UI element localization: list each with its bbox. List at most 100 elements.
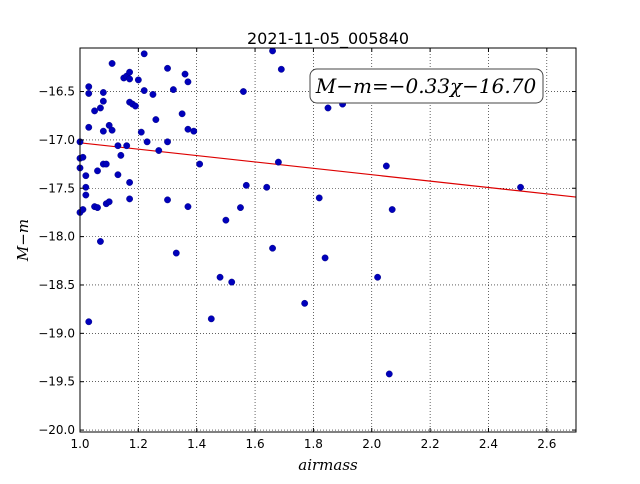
data-point bbox=[105, 198, 113, 206]
data-point bbox=[385, 370, 393, 378]
data-point bbox=[143, 138, 151, 146]
y-tick-label: −17.0 bbox=[38, 133, 75, 147]
data-point bbox=[216, 273, 224, 281]
data-point bbox=[99, 127, 107, 135]
grid bbox=[80, 48, 576, 432]
x-tick-label: 1.4 bbox=[187, 437, 206, 451]
data-point bbox=[94, 204, 101, 211]
data-point bbox=[117, 151, 125, 159]
data-point bbox=[108, 126, 116, 134]
data-point bbox=[274, 158, 282, 166]
annotation-box bbox=[309, 68, 544, 104]
data-point bbox=[126, 68, 134, 76]
data-point bbox=[169, 86, 177, 93]
data-point bbox=[324, 104, 332, 112]
data-point bbox=[207, 315, 215, 323]
data-point bbox=[239, 88, 247, 95]
data-point bbox=[82, 172, 90, 180]
data-point bbox=[85, 90, 93, 97]
data-point bbox=[164, 64, 171, 72]
data-point bbox=[237, 204, 244, 211]
data-point bbox=[85, 83, 93, 91]
data-point bbox=[140, 50, 148, 58]
data-point bbox=[132, 102, 139, 110]
data-point bbox=[149, 91, 157, 98]
data-point bbox=[181, 70, 189, 78]
data-point bbox=[517, 183, 524, 191]
data-point bbox=[315, 194, 323, 202]
data-point bbox=[126, 179, 134, 186]
x-tick-label: 2.4 bbox=[479, 437, 498, 451]
data-point bbox=[184, 78, 192, 86]
data-point bbox=[137, 128, 145, 136]
data-point bbox=[97, 238, 104, 245]
data-point bbox=[134, 76, 142, 84]
data-point bbox=[99, 89, 107, 96]
y-tick-label: −18.0 bbox=[38, 230, 75, 244]
data-point bbox=[126, 75, 134, 83]
data-point bbox=[301, 299, 309, 307]
data-point bbox=[263, 183, 271, 191]
x-tick-labels: 1.0 1.2 1.4 1.6 1.8 2.0 2.2 2.4 2.6 bbox=[70, 437, 556, 451]
data-point bbox=[164, 138, 171, 146]
fit-line bbox=[79, 142, 577, 198]
y-tick-label: −17.5 bbox=[38, 181, 75, 195]
data-point bbox=[228, 278, 236, 286]
data-point bbox=[388, 206, 396, 213]
data-point bbox=[190, 127, 198, 135]
data-point bbox=[172, 249, 180, 257]
data-point bbox=[79, 206, 87, 213]
x-tick-label: 2.0 bbox=[362, 437, 381, 451]
data-point bbox=[82, 183, 90, 191]
data-point bbox=[184, 203, 192, 211]
fit-equation-text: M−m=−0.33χ−16.70 bbox=[315, 74, 537, 98]
y-tick-label: −19.0 bbox=[38, 326, 75, 340]
data-point bbox=[94, 167, 101, 175]
fit-line-group bbox=[79, 142, 577, 198]
plot-frame bbox=[79, 47, 577, 433]
data-points bbox=[76, 47, 524, 378]
data-point bbox=[155, 147, 163, 154]
data-point bbox=[321, 254, 329, 262]
data-point bbox=[91, 107, 98, 115]
y-tick-labels: −20.0 −19.5 −19.0 −18.5 −18.0 −17.5 −17.0 −16.5 bbox=[38, 85, 75, 438]
y-tick-label: −20.0 bbox=[38, 423, 75, 437]
y-tick-label: −18.5 bbox=[38, 278, 75, 292]
chart-title: 2021-11-05_005840 bbox=[247, 29, 409, 49]
data-point bbox=[269, 244, 276, 252]
data-point bbox=[114, 142, 122, 150]
data-point bbox=[242, 181, 250, 189]
y-tick-label: −16.5 bbox=[38, 85, 75, 99]
data-point bbox=[196, 160, 204, 168]
data-point bbox=[269, 47, 276, 55]
fit-equation-annotation: M−m=−0.33χ−16.70 bbox=[309, 68, 544, 104]
data-point bbox=[140, 87, 148, 94]
data-point bbox=[382, 162, 390, 170]
data-point bbox=[108, 60, 116, 67]
y-tick-label: −19.5 bbox=[38, 375, 75, 389]
data-point bbox=[277, 65, 285, 73]
data-point bbox=[82, 191, 90, 199]
axis-ticks bbox=[79, 48, 576, 432]
data-point bbox=[152, 116, 160, 123]
x-tick-label: 1.2 bbox=[129, 437, 148, 451]
data-point bbox=[114, 171, 122, 179]
data-point bbox=[222, 216, 230, 224]
data-point bbox=[102, 160, 110, 168]
data-point bbox=[126, 195, 134, 203]
x-tick-label: 1.6 bbox=[246, 437, 265, 451]
data-point bbox=[85, 318, 93, 326]
x-tick-label: 2.6 bbox=[537, 437, 556, 451]
data-point bbox=[123, 142, 131, 150]
data-point bbox=[85, 123, 93, 131]
x-tick-label: 2.2 bbox=[421, 437, 440, 451]
data-point bbox=[178, 110, 186, 118]
data-point bbox=[97, 104, 104, 112]
x-tick-label: 1.0 bbox=[70, 437, 89, 451]
data-point bbox=[374, 273, 381, 281]
y-axis-label: M−m bbox=[14, 219, 32, 262]
data-point bbox=[164, 196, 171, 204]
data-point bbox=[79, 153, 87, 161]
